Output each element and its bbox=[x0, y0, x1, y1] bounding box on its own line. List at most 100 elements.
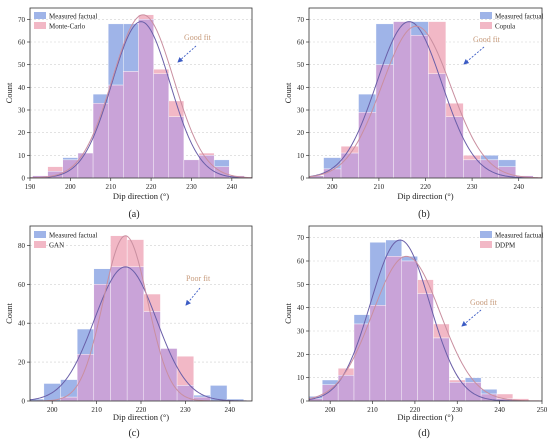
bar-overlap bbox=[123, 71, 139, 178]
x-tick-label: 200 bbox=[327, 183, 338, 191]
fit-annotation: Poor fit bbox=[186, 274, 211, 283]
bar-overlap bbox=[463, 159, 482, 178]
bar-measured bbox=[410, 21, 429, 36]
x-axis-label: Dip direction (°) bbox=[113, 191, 169, 201]
legend-swatch-measured bbox=[480, 231, 492, 238]
bar-overlap bbox=[353, 323, 371, 401]
legend-swatch-measured bbox=[34, 231, 46, 238]
fit-curve-synthetic bbox=[30, 14, 252, 178]
x-tick-label: 220 bbox=[420, 183, 431, 191]
legend-swatch-synthetic bbox=[480, 241, 492, 248]
bars bbox=[309, 21, 534, 178]
bar-overlap bbox=[449, 382, 466, 401]
bar-overlap bbox=[410, 35, 429, 178]
bar-synthetic bbox=[449, 379, 466, 383]
legend-swatch-synthetic bbox=[34, 241, 46, 248]
panel-caption: (a) bbox=[128, 209, 139, 220]
bar-synthetic bbox=[47, 166, 63, 172]
x-tick-label: 210 bbox=[105, 183, 116, 191]
y-axis-label: Count bbox=[283, 302, 293, 323]
bar-synthetic bbox=[417, 279, 434, 294]
x-tick-label: 230 bbox=[452, 406, 463, 414]
y-tick-label: 20 bbox=[297, 129, 305, 137]
x-tick-label: 210 bbox=[367, 406, 378, 414]
bar-overlap bbox=[62, 159, 79, 178]
bar-overlap bbox=[138, 19, 154, 178]
x-tick-label: 230 bbox=[467, 183, 478, 191]
y-tick-label: 80 bbox=[18, 242, 26, 250]
x-tick-label: 250 bbox=[537, 406, 548, 414]
bar-overlap bbox=[401, 260, 418, 401]
y-tick-label: 50 bbox=[297, 281, 305, 289]
y-axis-label: Count bbox=[283, 82, 293, 103]
y-tick-label: 70 bbox=[297, 234, 305, 242]
y-tick-label: 40 bbox=[297, 304, 305, 312]
y-tick-label: 0 bbox=[22, 175, 26, 183]
bar-overlap bbox=[428, 73, 447, 178]
bar-measured bbox=[353, 314, 371, 325]
bar-measured bbox=[213, 159, 230, 167]
bar-overlap bbox=[465, 382, 482, 401]
chart-panel-3: 200 210 220 230 240 0 20 40 60 80 Dip direction (°… bbox=[4, 225, 253, 439]
fit-curve-measured bbox=[309, 21, 542, 178]
legend-label-measured: Measured factual bbox=[495, 13, 543, 21]
bar-measured bbox=[498, 159, 516, 167]
y-tick-label: 10 bbox=[297, 152, 305, 160]
y-tick-label: 0 bbox=[301, 175, 305, 183]
legend-label-synthetic: Copula bbox=[495, 23, 516, 31]
legend-label-synthetic: Monte-Carlo bbox=[49, 23, 86, 31]
legend-label-synthetic: DDPM bbox=[495, 242, 516, 250]
bar-overlap bbox=[393, 21, 412, 178]
x-tick-label: 220 bbox=[410, 406, 421, 414]
y-tick-label: 30 bbox=[297, 328, 305, 336]
bar-overlap bbox=[93, 284, 111, 401]
bar-overlap bbox=[369, 305, 386, 401]
y-axis-label: Count bbox=[4, 82, 14, 103]
bar-synthetic bbox=[110, 235, 128, 268]
panel-caption: (b) bbox=[418, 209, 430, 220]
panel-caption: (c) bbox=[128, 428, 139, 439]
y-tick-label: 40 bbox=[297, 84, 305, 92]
x-tick-label: 230 bbox=[180, 406, 191, 414]
x-tick-label: 240 bbox=[227, 183, 238, 191]
x-tick-label: 220 bbox=[136, 406, 147, 414]
y-tick-label: 50 bbox=[297, 61, 305, 69]
y-tick-label: 40 bbox=[18, 84, 26, 92]
y-tick-label: 50 bbox=[18, 61, 26, 69]
bar-overlap bbox=[143, 311, 161, 401]
x-tick-label: 210 bbox=[374, 183, 385, 191]
x-tick-label: 200 bbox=[47, 406, 58, 414]
legend-swatch-synthetic bbox=[34, 22, 46, 29]
y-tick-label: 60 bbox=[18, 281, 26, 289]
legend-swatch-measured bbox=[480, 12, 492, 19]
panel-caption: (d) bbox=[418, 428, 430, 439]
y-tick-label: 60 bbox=[297, 39, 305, 47]
x-tick-label: 190 bbox=[25, 183, 36, 191]
fit-curve-synthetic bbox=[309, 255, 542, 401]
bar-synthetic bbox=[198, 152, 215, 156]
bar-measured bbox=[62, 157, 79, 161]
y-tick-label: 20 bbox=[297, 351, 305, 359]
x-tick-label: 230 bbox=[186, 183, 197, 191]
y-tick-label: 30 bbox=[297, 107, 305, 115]
plot-frame bbox=[29, 7, 253, 179]
bar-overlap bbox=[160, 348, 178, 401]
plot-frame bbox=[308, 225, 543, 402]
y-tick-label: 30 bbox=[18, 107, 26, 115]
legend: Measured factual Copula bbox=[480, 12, 543, 31]
bar-overlap bbox=[385, 256, 402, 401]
y-tick-label: 10 bbox=[18, 152, 26, 160]
y-tick-label: 0 bbox=[22, 398, 26, 406]
fit-curve-measured bbox=[30, 266, 252, 401]
fit-arrow bbox=[463, 46, 485, 65]
bar-overlap bbox=[76, 354, 95, 401]
legend-label-measured: Measured factual bbox=[495, 232, 543, 240]
legend-swatch-measured bbox=[34, 12, 46, 19]
x-tick-label: 200 bbox=[325, 406, 336, 414]
legend: Measured factual Monte-Carlo bbox=[34, 12, 97, 31]
bar-synthetic bbox=[463, 155, 482, 161]
y-tick-label: 10 bbox=[297, 374, 305, 382]
bar-overlap bbox=[168, 116, 185, 178]
bar-overlap bbox=[498, 166, 516, 178]
y-tick-label: 70 bbox=[18, 16, 26, 24]
